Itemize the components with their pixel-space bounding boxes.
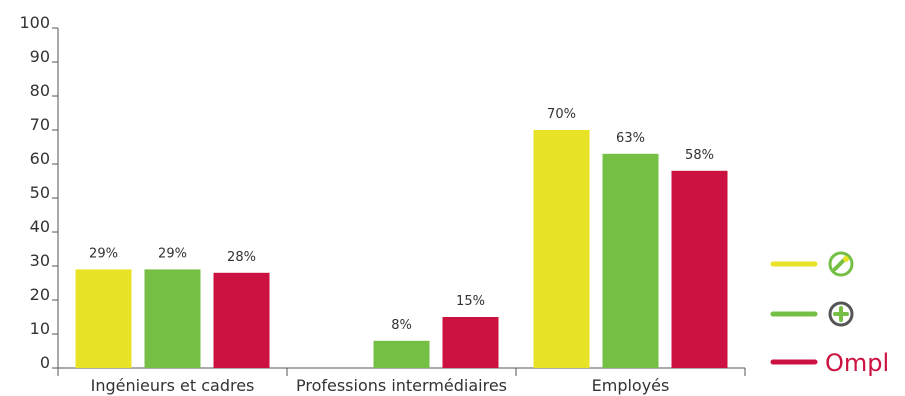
- data-label: 8%: [391, 318, 412, 333]
- bar: [75, 269, 132, 368]
- legend: Ompl: [770, 251, 889, 377]
- y-tick-label: 10: [30, 319, 50, 338]
- bar: [442, 317, 499, 368]
- y-tick-label: 90: [30, 47, 50, 66]
- data-label: 28%: [227, 250, 256, 265]
- y-tick-label: 20: [30, 285, 50, 304]
- x-category-label: Employés: [592, 376, 670, 395]
- legend-item-series-2: [770, 301, 854, 327]
- y-axis: 0 10 20 30 40 50 60 70 80 90 100: [19, 13, 59, 372]
- data-label: 29%: [89, 246, 118, 261]
- bar: [671, 170, 728, 368]
- data-label: 58%: [685, 148, 714, 163]
- data-label: 15%: [456, 294, 485, 309]
- data-labels: 29% 70% 29% 8% 63% 28% 15% 58%: [89, 107, 714, 333]
- bar: [533, 130, 590, 368]
- x-axis: Ingénieurs et cadres Professions interméd…: [57, 367, 746, 395]
- bar: [373, 340, 430, 368]
- bar: [213, 272, 270, 368]
- y-tick-label: 0: [40, 353, 50, 372]
- y-tick-label: 60: [30, 149, 50, 168]
- tools-icon: [828, 251, 854, 277]
- data-label: 29%: [158, 246, 187, 261]
- data-label: 70%: [547, 107, 576, 122]
- x-category-label: Ingénieurs et cadres: [91, 376, 255, 395]
- y-tick-label: 70: [30, 115, 50, 134]
- y-tick-label: 50: [30, 183, 50, 202]
- x-category-label: Professions intermédiaires: [296, 376, 507, 395]
- y-tick-label: 30: [30, 251, 50, 270]
- ompl-logo: Ompl: [825, 349, 889, 377]
- bar: [602, 153, 659, 368]
- plus-cross-icon: [828, 301, 854, 327]
- legend-item-series-3: Ompl: [770, 349, 889, 377]
- bars: [75, 130, 728, 368]
- y-tick-label: 40: [30, 217, 50, 236]
- legend-item-series-1: [770, 251, 854, 277]
- data-label: 63%: [616, 131, 645, 146]
- y-tick-label: 80: [30, 81, 50, 100]
- y-tick-label: 100: [19, 13, 50, 32]
- bar: [144, 269, 201, 368]
